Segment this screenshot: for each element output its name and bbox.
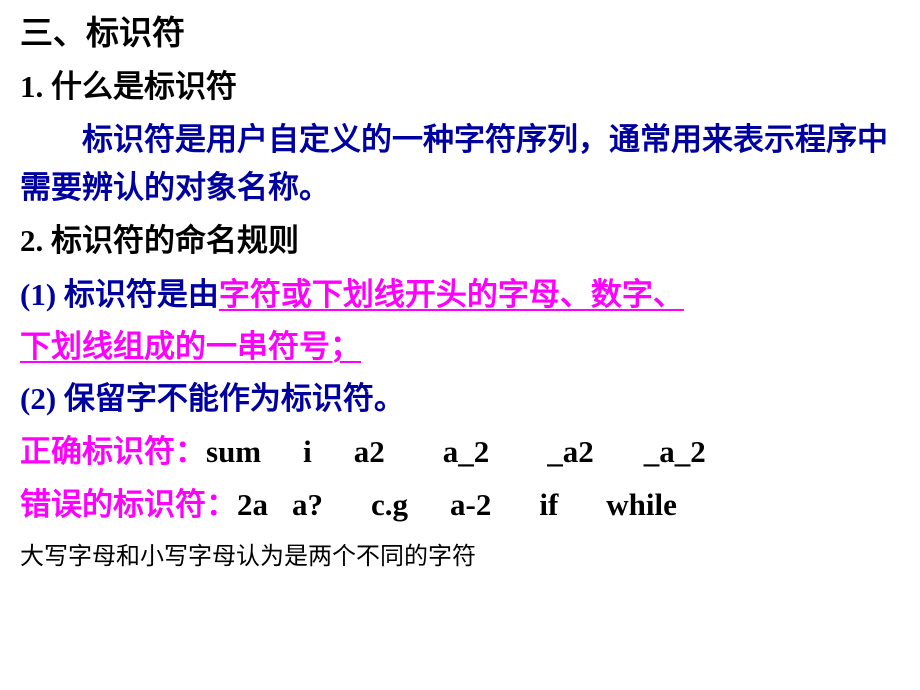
rule-1-highlight-1: 字符或下划线开头的字母、数字、 xyxy=(219,277,684,312)
section-heading: 三、标识符 xyxy=(20,10,900,60)
rule-1-line-2: 下划线组成的一串符号； xyxy=(20,323,900,371)
correct-example-5: _a_2 xyxy=(644,434,706,469)
definition-text: 标识符是用户自定义的一种字符序列，通常用来表示程序中需要辨认的对象名称。 xyxy=(20,116,900,212)
wrong-label: 错误的标识符： xyxy=(20,487,237,522)
correct-example-2: a2 xyxy=(354,434,385,469)
wrong-example-1: a? xyxy=(292,487,323,522)
wrong-example-5: while xyxy=(606,487,677,522)
wrong-example-0: 2a xyxy=(237,487,268,522)
wrong-examples-line: 错误的标识符：2a a? c.g a-2 if while xyxy=(20,480,900,530)
rule-2-text: (2) 保留字不能作为标识符。 xyxy=(20,381,405,416)
wrong-example-4: if xyxy=(539,487,558,522)
correct-label: 正确标识符： xyxy=(20,434,206,469)
note-text: 大写字母和小写字母认为是两个不同的字符 xyxy=(20,538,900,576)
correct-example-4: _a2 xyxy=(547,434,594,469)
wrong-example-3: a-2 xyxy=(450,487,491,522)
rule-2: (2) 保留字不能作为标识符。 xyxy=(20,375,900,423)
correct-example-3: a_2 xyxy=(443,434,490,469)
subsection-1-heading: 1. 什么是标识符 xyxy=(20,64,900,111)
rule-1-prefix: (1) 标识符是由 xyxy=(20,277,219,312)
rule-1-line-1: (1) 标识符是由字符或下划线开头的字母、数字、 xyxy=(20,271,900,319)
rule-1-highlight-2: 下划线组成的一串符号； xyxy=(20,329,361,364)
wrong-example-2: c.g xyxy=(371,487,408,522)
correct-examples-line: 正确标识符：sum i a2 a_2 _a2 _a_2 xyxy=(20,427,900,477)
correct-example-0: sum xyxy=(206,434,261,469)
correct-example-1: i xyxy=(303,434,312,469)
subsection-2-heading: 2. 标识符的命名规则 xyxy=(20,218,900,265)
